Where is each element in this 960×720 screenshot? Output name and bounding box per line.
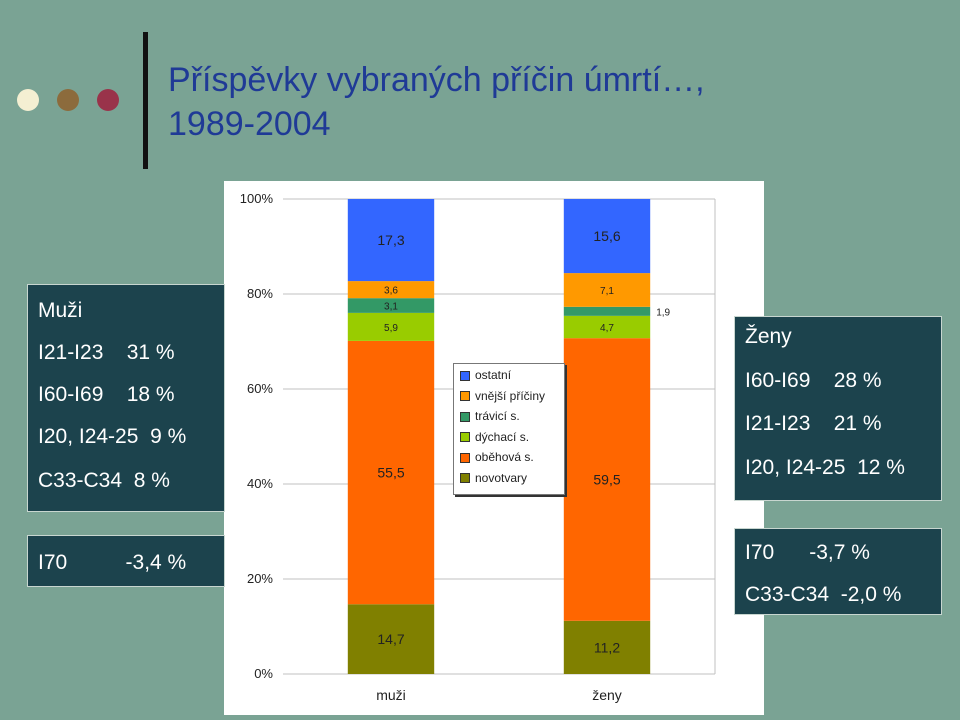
men-item: I21-I23 31 % xyxy=(38,341,175,364)
page-title: Příspěvky vybraných příčin úmrtí…, 1989-… xyxy=(168,58,705,146)
legend-label: novotvary xyxy=(475,470,528,485)
legend-entry: novotvary xyxy=(460,471,527,488)
y-tick-label: 100% xyxy=(240,191,274,206)
legend-swatch xyxy=(460,452,470,463)
legend-swatch xyxy=(460,411,470,422)
dot-maroon-icon xyxy=(97,89,119,111)
legend-label: oběhová s. xyxy=(475,450,534,464)
y-tick-label: 40% xyxy=(247,476,273,491)
data-label: 1,9 xyxy=(656,307,670,318)
legend-swatch xyxy=(460,473,470,484)
dot-brown-icon xyxy=(57,89,79,111)
data-label: 3,6 xyxy=(384,286,398,297)
x-tick-label: ženy xyxy=(592,687,622,703)
bar-segment xyxy=(347,604,435,674)
title-line-2: 1989-2004 xyxy=(168,105,331,143)
legend-swatch xyxy=(460,370,470,381)
bar-segment xyxy=(563,315,651,339)
data-label: 7,1 xyxy=(600,286,614,297)
bar-segment xyxy=(563,199,651,274)
women-panel-title: Ženy xyxy=(745,325,792,348)
men-panel-title: Muži xyxy=(38,299,83,322)
bar-segment xyxy=(347,340,435,605)
legend-label: trávicí s. xyxy=(475,409,520,423)
women-negative-item: I70 -3,7 % xyxy=(745,541,870,564)
legend-entry: oběhová s. xyxy=(460,450,534,467)
bar-segment xyxy=(563,338,651,621)
dot-cream-icon xyxy=(17,89,39,111)
data-label: 4,7 xyxy=(600,323,614,334)
data-label: 15,6 xyxy=(593,228,620,244)
men-item: I20, I24-25 9 % xyxy=(38,425,187,448)
bar-segment xyxy=(347,199,435,282)
data-label: 14,7 xyxy=(377,631,404,647)
data-label: 59,5 xyxy=(593,471,620,487)
legend-entry: dýchací s. xyxy=(460,430,529,447)
women-item: I20, I24-25 12 % xyxy=(745,456,905,479)
y-tick-label: 20% xyxy=(247,571,273,586)
men-item: I60-I69 18 % xyxy=(38,383,175,406)
data-label: 5,9 xyxy=(384,323,398,334)
men-negative-item: I70 -3,4 % xyxy=(38,551,187,574)
x-tick-label: muži xyxy=(376,687,406,703)
men-item: C33-C34 8 % xyxy=(38,469,170,492)
women-negative-panel: I70 -3,7 % C33-C34 -2,0 % xyxy=(734,528,942,615)
legend-swatch xyxy=(460,432,470,443)
bar-segment xyxy=(347,312,435,341)
legend-entry: ostatní xyxy=(460,368,511,385)
legend-label: vnější příčiny xyxy=(475,388,546,403)
men-negative-panel: I70 -3,4 % xyxy=(27,535,225,587)
y-tick-label: 80% xyxy=(247,286,273,301)
data-label: 11,2 xyxy=(594,639,620,655)
legend-label: dýchací s. xyxy=(475,429,530,444)
legend-entry: vnější příčiny xyxy=(460,389,545,406)
bar-segment xyxy=(347,281,435,299)
legend-label: ostatní xyxy=(475,368,512,382)
bar-segment xyxy=(347,298,435,313)
data-label: 3,1 xyxy=(384,302,398,313)
legend-swatch xyxy=(460,391,470,402)
chart-legend: ostatní vnější příčiny trávicí s. dýchací s… xyxy=(453,363,565,495)
title-line-1: Příspěvky vybraných příčin úmrtí…, xyxy=(168,61,705,99)
men-panel: Muži I21-I23 31 % I60-I69 18 % I20, I24-… xyxy=(27,284,225,512)
y-tick-label: 60% xyxy=(247,381,273,396)
bar-segment xyxy=(563,273,651,307)
bar-segment xyxy=(563,620,651,674)
data-label: 55,5 xyxy=(377,465,404,481)
legend-entry: trávicí s. xyxy=(460,409,520,426)
women-item: I21-I23 21 % xyxy=(745,412,882,435)
data-label: 17,3 xyxy=(377,232,404,248)
women-item: I60-I69 28 % xyxy=(745,369,882,392)
title-divider xyxy=(143,32,148,169)
bar-segment xyxy=(563,306,651,316)
women-panel: Ženy I60-I69 28 % I21-I23 21 % I20, I24-… xyxy=(734,316,942,501)
y-tick-label: 0% xyxy=(254,666,273,681)
women-negative-item: C33-C34 -2,0 % xyxy=(745,583,902,606)
